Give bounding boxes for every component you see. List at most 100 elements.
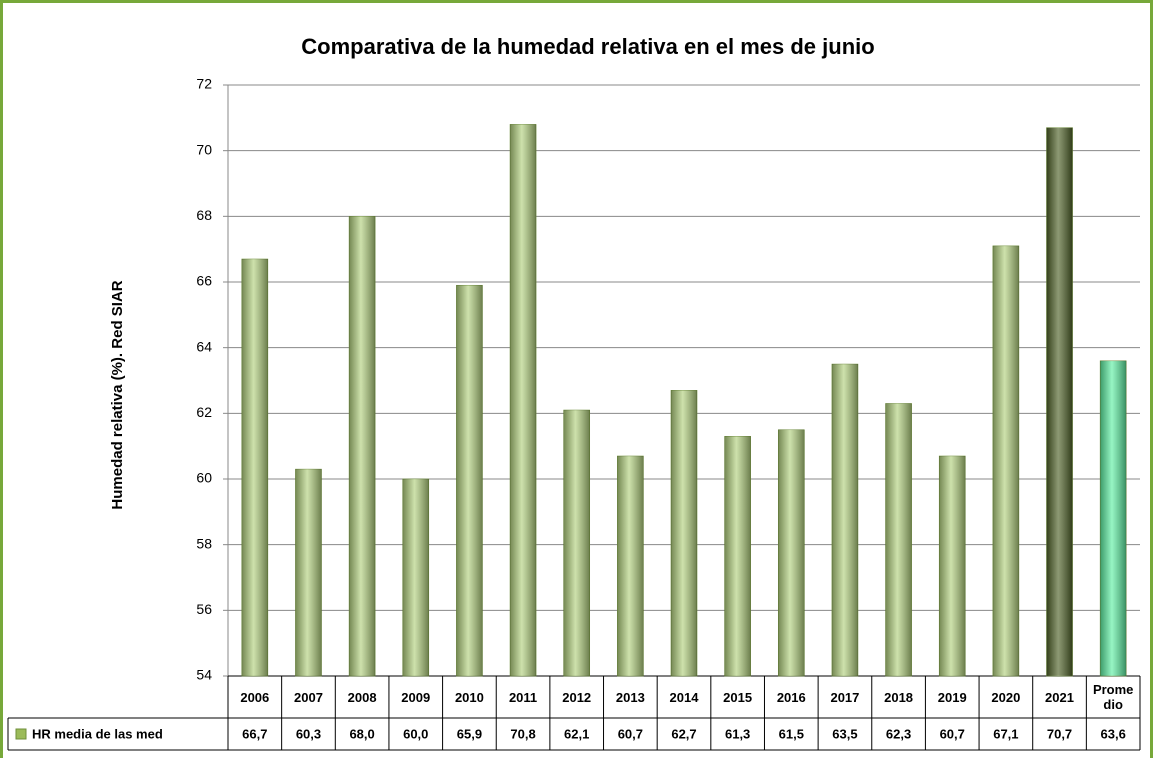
x-tick-label: 2007 xyxy=(294,689,323,705)
data-table-value: 60,3 xyxy=(296,726,321,741)
y-tick-label: 60 xyxy=(196,470,212,486)
x-tick-cell: 2021 xyxy=(1045,689,1074,705)
x-tick-label: 2008 xyxy=(347,689,377,705)
x-tick-cell: 2012 xyxy=(562,689,592,705)
bar-group xyxy=(777,429,805,677)
x-tick-cell: 2018 xyxy=(884,689,914,705)
x-tick-cell: 2013 xyxy=(615,689,645,705)
y-tick-label: 64 xyxy=(196,338,212,354)
bar-group xyxy=(831,363,859,677)
x-tick-label: 2009 xyxy=(401,689,431,705)
x-tick-cell: 2008 xyxy=(347,689,377,705)
x-tick-cell: 2017 xyxy=(830,689,860,705)
data-table-value: 63,5 xyxy=(832,726,857,741)
bar-shade xyxy=(1046,127,1073,676)
y-tick-label: 56 xyxy=(196,601,212,617)
bar-group xyxy=(509,124,537,677)
bar-group xyxy=(885,403,912,677)
bar-shade xyxy=(349,216,376,677)
legend-label: HR media de las med xyxy=(32,726,163,741)
x-tick-label: 2017 xyxy=(830,689,860,705)
data-table-value: 60,7 xyxy=(940,726,965,741)
x-tick-label: 2006 xyxy=(240,689,270,705)
x-tick-label: 2012 xyxy=(562,689,592,705)
data-table-value: 68,0 xyxy=(349,726,374,741)
x-tick-label: 2020 xyxy=(991,689,1021,705)
data-table-value: 61,5 xyxy=(779,726,804,741)
x-tick-label: 2016 xyxy=(776,689,806,705)
x-tick-label: Promedio xyxy=(1092,682,1134,712)
x-tick-label: 2011 xyxy=(508,689,538,705)
x-tick-label: 2021 xyxy=(1045,689,1074,705)
data-table-value: 60,7 xyxy=(618,726,643,741)
x-tick-label: 2018 xyxy=(884,689,914,705)
x-tick-cell: 2007 xyxy=(294,689,323,705)
bar-shade xyxy=(778,429,805,676)
bar-shade xyxy=(402,479,429,676)
y-tick-label: 54 xyxy=(196,667,212,683)
chart-title: Comparativa de la humedad relativa en el… xyxy=(301,34,874,59)
data-table-value: 62,7 xyxy=(671,726,696,741)
bar-shade xyxy=(939,456,966,676)
bar-shade xyxy=(992,245,1019,676)
y-axis-label: Humedad relativa (%). Red SIAR xyxy=(109,280,126,509)
bar-group xyxy=(402,478,430,677)
bar-group xyxy=(241,258,269,677)
bar-shade xyxy=(510,124,537,676)
x-tick-cell: 2015 xyxy=(723,689,753,705)
x-tick-label: 2014 xyxy=(669,689,699,705)
data-table-value: 70,7 xyxy=(1047,726,1072,741)
bar-shade xyxy=(1100,360,1127,676)
bar-shade xyxy=(724,436,751,676)
bar-group xyxy=(295,468,322,677)
data-table-value: 61,3 xyxy=(725,726,750,741)
x-tick-cell: 2019 xyxy=(937,689,967,705)
bar-group xyxy=(617,455,644,677)
x-tick-label: 2019 xyxy=(937,689,967,705)
bar-group xyxy=(992,245,1020,677)
bar-group xyxy=(1046,127,1073,677)
y-tick-label: 68 xyxy=(196,207,212,223)
data-table-value: 67,1 xyxy=(993,726,1018,741)
bar-shade xyxy=(885,403,912,676)
x-tick-cell: 2011 xyxy=(508,689,538,705)
data-table-value: 62,3 xyxy=(886,726,911,741)
bar-group xyxy=(1099,360,1127,677)
x-tick-cell: 2016 xyxy=(776,689,806,705)
bar-shade xyxy=(456,285,483,676)
bar-shade xyxy=(241,259,268,676)
x-tick-label: 2015 xyxy=(723,689,753,705)
y-tick-label: 66 xyxy=(196,273,212,289)
bar-group xyxy=(456,284,483,677)
data-table-value: 62,1 xyxy=(564,726,589,741)
x-tick-cell: 2009 xyxy=(401,689,431,705)
bar-group xyxy=(348,216,376,677)
x-tick-label: 2013 xyxy=(615,689,645,705)
bar-shade xyxy=(295,469,322,676)
x-tick-cell: 2014 xyxy=(669,689,699,705)
x-tick-label: 2010 xyxy=(454,689,484,705)
bar-group xyxy=(938,455,966,677)
data-table-value: 63,6 xyxy=(1101,726,1126,741)
data-table-value: 65,9 xyxy=(457,726,482,741)
data-table-value: 60,0 xyxy=(403,726,428,741)
y-tick-label: 58 xyxy=(196,535,212,551)
x-tick-cell: Promedio xyxy=(1092,682,1134,712)
legend-marker xyxy=(15,728,27,740)
x-tick-cell: 2006 xyxy=(240,689,270,705)
bar-shade xyxy=(831,364,858,676)
bar-shade xyxy=(617,456,644,676)
x-tick-cell: 2020 xyxy=(991,689,1021,705)
data-table-value: 66,7 xyxy=(242,726,267,741)
y-tick-label: 70 xyxy=(196,141,212,157)
bar-group xyxy=(670,390,698,677)
y-tick-label: 62 xyxy=(196,404,212,420)
y-tick-label: 72 xyxy=(196,76,212,92)
bar-shade xyxy=(671,390,697,676)
x-tick-cell: 2010 xyxy=(454,689,484,705)
bar-group xyxy=(724,436,751,677)
bar-shade xyxy=(563,410,590,676)
data-table-value: 70,8 xyxy=(510,726,535,741)
bar-group xyxy=(563,409,591,677)
